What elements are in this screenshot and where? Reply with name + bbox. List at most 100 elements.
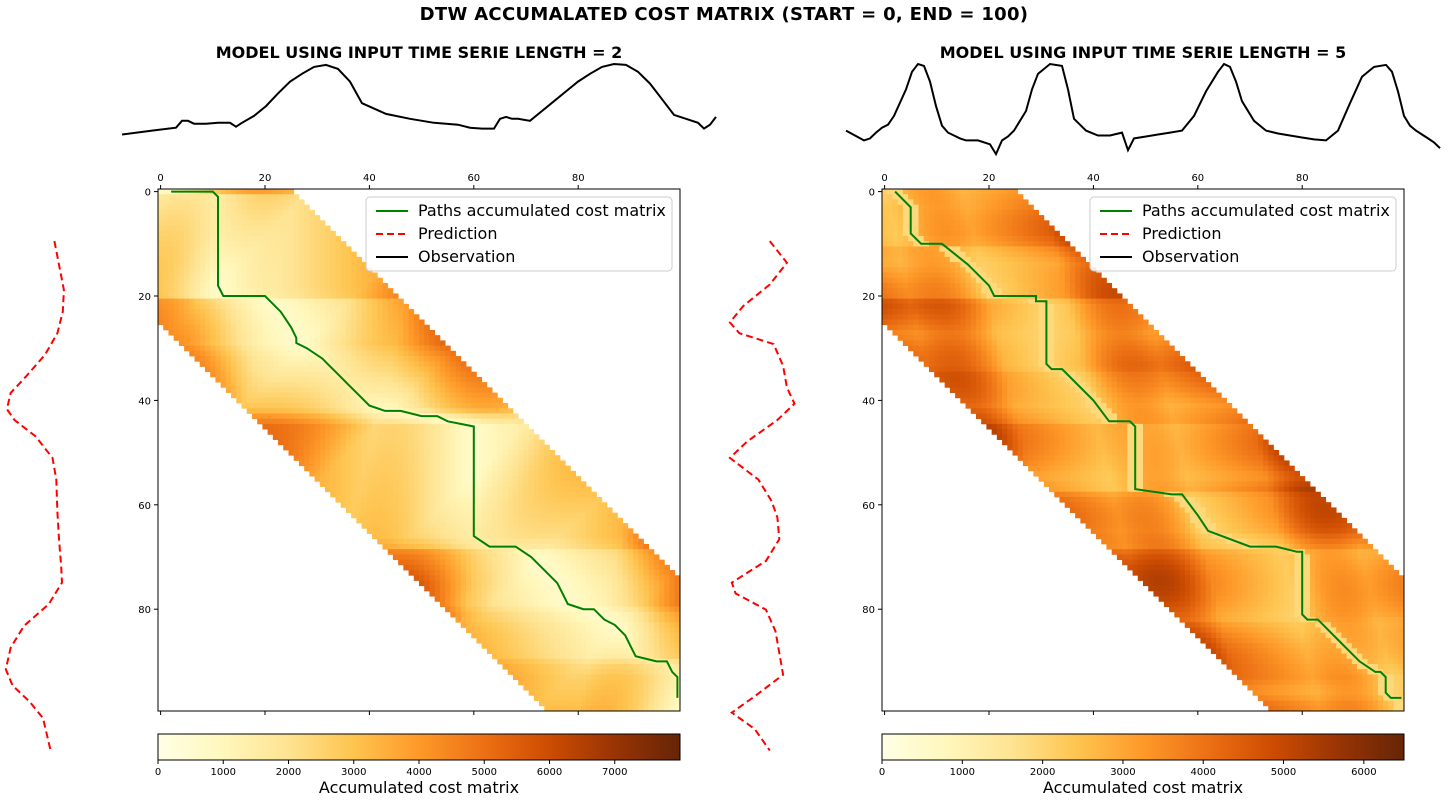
heatmap-cell: [335, 282, 342, 289]
heatmap-cell: [939, 256, 946, 263]
heatmap-cell: [408, 309, 415, 315]
heatmap-cell: [251, 309, 258, 315]
heatmap-cell: [283, 366, 289, 373]
heatmap-cell: [559, 611, 566, 618]
heatmap-cell: [283, 371, 289, 378]
heatmap-cell: [304, 235, 310, 242]
heatmap-cell: [372, 470, 378, 477]
heatmap-cell: [617, 554, 623, 561]
heatmap-cell: [424, 570, 430, 576]
heatmap-cell: [424, 455, 430, 461]
heatmap-cell: [257, 303, 263, 310]
heatmap-cell: [617, 700, 623, 707]
heatmap-cell: [225, 220, 232, 226]
heatmap-cell: [231, 366, 237, 373]
heatmap-cell: [539, 528, 545, 534]
heatmap-cell: [330, 455, 336, 461]
heatmap-cell: [366, 340, 373, 346]
heatmap-cell: [1012, 189, 1019, 195]
heatmap-cell: [309, 387, 315, 393]
heatmap-cell: [549, 596, 556, 602]
heatmap-cell: [465, 491, 472, 498]
heatmap-cell: [465, 523, 472, 529]
heatmap-cell: [502, 627, 509, 634]
heatmap-cell: [340, 340, 347, 346]
heatmap-cell: [429, 575, 436, 581]
heatmap-cell: [403, 481, 409, 487]
heatmap-cell: [533, 585, 540, 592]
heatmap-cell: [586, 575, 592, 581]
heatmap-cell: [199, 298, 206, 305]
heatmap-cell: [387, 528, 394, 534]
heatmap-cell: [387, 502, 394, 508]
heatmap-cell: [398, 392, 404, 399]
heatmap-cell: [460, 512, 467, 519]
heatmap-cell: [199, 350, 206, 357]
heatmap-cell: [554, 512, 561, 519]
heatmap-cell: [596, 643, 603, 649]
heatmap-cell: [403, 502, 409, 508]
heatmap-cell: [471, 590, 477, 597]
heatmap-cell: [617, 575, 623, 581]
heatmap-cell: [366, 434, 373, 440]
heatmap-cell: [298, 350, 305, 357]
heatmap-cell: [606, 679, 613, 686]
heatmap-cell: [955, 194, 961, 200]
heatmap-cell: [939, 215, 946, 221]
heatmap-cell: [949, 209, 956, 216]
heatmap-cell: [596, 538, 603, 545]
heatmap-cell: [199, 220, 206, 226]
heatmap-cell: [210, 329, 216, 336]
chart1-legend-label: Observation: [418, 247, 515, 266]
heatmap-cell: [278, 413, 284, 420]
heatmap-cell: [960, 246, 966, 253]
heatmap-cell: [1028, 241, 1034, 247]
heatmap-cell: [278, 434, 284, 440]
heatmap-cell: [319, 361, 326, 367]
heatmap-cell: [278, 230, 284, 237]
heatmap-cell: [372, 303, 378, 310]
heatmap-cell: [356, 403, 362, 409]
heatmap-cell: [434, 486, 441, 493]
heatmap-cell: [246, 361, 253, 367]
heatmap-cell: [1033, 235, 1039, 242]
heatmap-cell: [460, 601, 467, 607]
heatmap-cell: [1002, 204, 1008, 211]
heatmap-cell: [419, 340, 425, 346]
heatmap-cell: [507, 481, 514, 487]
heatmap-cell: [241, 256, 248, 263]
heatmap-cell: [445, 376, 451, 383]
heatmap-cell: [591, 695, 597, 701]
heatmap-cell: [309, 413, 315, 420]
heatmap-cell: [460, 382, 467, 388]
heatmap-cell: [392, 303, 399, 310]
heatmap-cell: [262, 303, 269, 310]
heatmap-cell: [372, 533, 378, 540]
heatmap-cell: [492, 444, 498, 451]
heatmap-cell: [210, 251, 216, 258]
heatmap-cell: [575, 580, 582, 587]
heatmap-cell: [465, 554, 472, 561]
heatmap-cell: [419, 324, 425, 331]
heatmap-cell: [565, 622, 571, 628]
heatmap-cell: [429, 512, 436, 519]
heatmap-cell: [325, 444, 331, 451]
heatmap-cell: [507, 658, 514, 665]
heatmap-cell: [283, 444, 289, 451]
heatmap-cell: [1069, 251, 1076, 258]
heatmap-cell: [246, 199, 253, 206]
heatmap-cell: [523, 502, 530, 508]
heatmap-cell: [580, 496, 587, 503]
heatmap-cell: [361, 392, 368, 399]
chart2-prediction-line: [728, 240, 796, 752]
heatmap-cell: [392, 340, 399, 346]
heatmap-cell: [319, 293, 326, 300]
heatmap-cell: [241, 319, 248, 326]
heatmap-cell: [356, 387, 362, 393]
heatmap-cell: [413, 528, 420, 534]
heatmap-cell: [570, 507, 576, 514]
heatmap-cell: [450, 523, 456, 529]
heatmap-cell: [528, 637, 535, 644]
heatmap-cell: [450, 470, 456, 477]
heatmap-cell: [288, 246, 295, 253]
